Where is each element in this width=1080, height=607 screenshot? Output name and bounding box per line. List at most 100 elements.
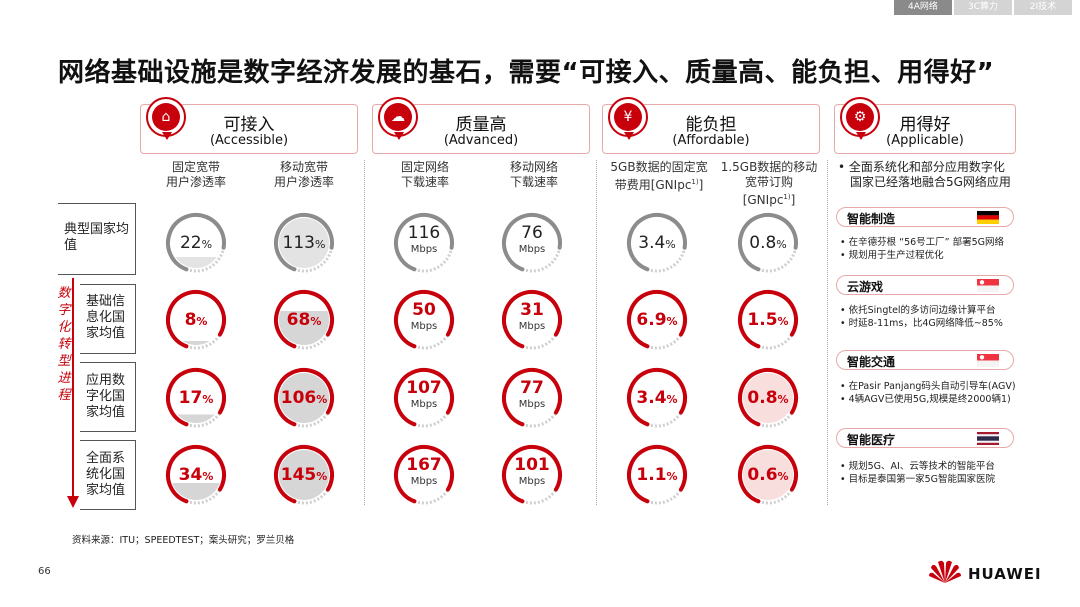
metric-circle: 22% (164, 211, 228, 275)
metric-number: 0.8 (747, 388, 778, 408)
metric-value: 3.4% (625, 388, 689, 408)
case-label: 云游戏 (847, 280, 884, 294)
metric-value: 6.9% (625, 310, 689, 330)
fill-level (171, 341, 221, 345)
source-note: 资料来源：ITU；SPEEDTEST；案头研究；罗兰贝格 (72, 535, 295, 546)
metric-number: 116 (407, 223, 441, 243)
vertical-char: 程 (57, 388, 71, 403)
cloud-signal-icon: ☁ (378, 97, 418, 140)
metric-percent-sign: % (316, 470, 328, 483)
metric-percent-sign: % (315, 238, 326, 251)
column-divider (827, 160, 828, 505)
metric-value: 113% (272, 233, 336, 253)
ring-arc (738, 445, 798, 505)
bullet: • (838, 160, 849, 174)
metric-number: 3.4 (636, 388, 667, 408)
metric-number: 22 (179, 233, 202, 253)
fill-level (171, 414, 221, 423)
metric-value: 0.6% (736, 465, 800, 485)
metric-number: 77 (520, 378, 544, 398)
metric-ring (394, 445, 455, 505)
singapore-flag-icon (977, 279, 999, 292)
metric-ring (738, 213, 798, 273)
column-header-fixed-cost: 5GB数据的固定宽 带费用[GNIpc1)] (604, 160, 714, 193)
column-header-line: 5GB数据的固定宽 (610, 160, 708, 174)
row-label-basic: 基础信 息化国 家均值 (86, 294, 125, 342)
fill-level (171, 483, 221, 500)
case-smart-manufacturing: 智能制造 (836, 207, 1014, 227)
column-header-line: 下载速率 (400, 175, 449, 189)
metric-number: 101 (514, 455, 550, 475)
metric-percent-sign: % (666, 315, 678, 328)
metric-circle: 31 Mbps (500, 288, 564, 352)
metric-number: 3.4 (638, 233, 666, 253)
metric-value: 106% (272, 388, 336, 408)
case-note: 规划用于生产过程优化 (840, 249, 1040, 262)
metric-circle: 145% (272, 443, 336, 507)
metric-value: 76 Mbps (500, 223, 564, 255)
metric-ring (502, 368, 562, 428)
metric-value: 22% (164, 233, 228, 253)
metric-number: 0.6 (747, 465, 778, 485)
ring-arc (394, 368, 455, 428)
row-bracket-basic (80, 284, 136, 354)
row-label-line: 基础信 (86, 294, 126, 309)
row-bracket-typical (58, 203, 136, 275)
vertical-char: 进 (57, 371, 71, 386)
row-label-line: 息化国 (86, 310, 126, 325)
metric-ring (394, 213, 455, 273)
brand-name: HUAWEI (968, 565, 1042, 583)
ring-arc (394, 445, 455, 505)
metric-circle: 1.5% (736, 288, 800, 352)
row-label-line: 应用数 (86, 373, 126, 388)
vertical-char: 转 (57, 337, 71, 352)
metric-number: 8 (184, 310, 197, 330)
germany-flag-icon (977, 211, 999, 224)
metric-value: 167 Mbps (392, 455, 456, 487)
metric-ring (394, 368, 455, 428)
row-label-line: 家均值 (86, 405, 126, 420)
huawei-petal-icon (929, 560, 961, 583)
column-header-line: 用户渗透率 (273, 175, 334, 189)
ring-arc (274, 290, 335, 350)
metric-number: 0.8 (749, 233, 777, 253)
category-title-en: (Applicable) (886, 133, 964, 148)
section-tabs: 4A网络 3C算力 2I技术 (892, 0, 1072, 15)
metric-circle: 107 Mbps (392, 366, 456, 430)
tab-3c-compute[interactable]: 3C算力 (954, 0, 1012, 15)
case-note: 规划5G、AI、云等技术的智能平台 (840, 460, 1040, 473)
ring-arc (627, 213, 687, 273)
metric-ring (274, 213, 335, 273)
metric-circle: 167 Mbps (392, 443, 456, 507)
column-header-line: 固定宽带 (171, 160, 220, 174)
case-notes-transport: 在Pasir Panjang码头自动引导车(AGV) 4辆AGV已使用5G,规模… (840, 380, 1040, 406)
column-divider (596, 160, 597, 505)
thailand-flag-icon (977, 432, 999, 445)
metric-circle: 116 Mbps (392, 211, 456, 275)
ring-arc (274, 213, 335, 273)
metric-number: 34 (178, 465, 203, 485)
tab-4a-network[interactable]: 4A网络 (894, 0, 952, 15)
vertical-char: 型 (57, 354, 71, 369)
metric-percent-sign: % (666, 393, 678, 406)
metric-number: 167 (406, 455, 442, 475)
metric-percent-sign: % (202, 393, 214, 406)
case-notes-healthcare: 规划5G、AI、云等技术的智能平台 目标是泰国第一家5G智能国家医院 (840, 460, 1040, 486)
row-label-systematic: 全面系 统化国 家均值 (86, 451, 125, 499)
tab-2i-tech[interactable]: 2I技术 (1014, 0, 1072, 15)
column-header-line: 固定网络 (400, 160, 449, 174)
money-bag-icon: ¥ (608, 97, 648, 140)
metric-ring (627, 368, 687, 428)
row-bracket-systematic (80, 440, 136, 510)
metric-percent-sign: % (665, 238, 676, 251)
metric-ring (166, 368, 226, 428)
metric-percent-sign: % (196, 315, 208, 328)
metric-percent-sign: % (316, 393, 328, 406)
column-header-line: 带费用[GNIpc (614, 178, 692, 192)
column-header-mobile-broadband: 移动宽带 用户渗透率 (254, 160, 354, 190)
footnote-marker: 1) (691, 178, 699, 186)
metric-number: 31 (520, 300, 544, 320)
row-label-line: 值 (64, 238, 78, 253)
metric-ring (166, 213, 226, 273)
category-title-en: (Affordable) (672, 133, 750, 148)
